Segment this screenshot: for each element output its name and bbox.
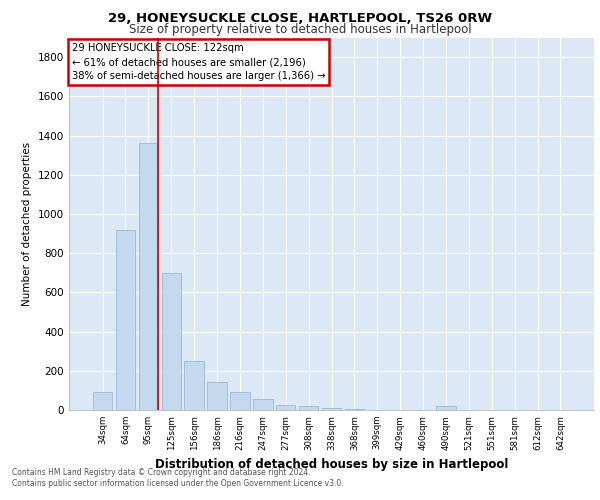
Bar <box>436 406 455 410</box>
Text: 29, HONEYSUCKLE CLOSE, HARTLEPOOL, TS26 0RW: 29, HONEYSUCKLE CLOSE, HARTLEPOOL, TS26 … <box>108 12 492 26</box>
Y-axis label: Number of detached properties: Number of detached properties <box>22 142 32 306</box>
Text: 29 HONEYSUCKLE CLOSE: 122sqm
← 61% of detached houses are smaller (2,196)
38% of: 29 HONEYSUCKLE CLOSE: 122sqm ← 61% of de… <box>71 43 325 81</box>
Bar <box>161 273 181 410</box>
Bar <box>276 405 295 410</box>
Bar <box>208 382 227 410</box>
Bar <box>139 144 158 410</box>
Bar <box>322 408 341 410</box>
Bar <box>253 399 272 410</box>
Bar <box>344 409 364 410</box>
X-axis label: Distribution of detached houses by size in Hartlepool: Distribution of detached houses by size … <box>155 458 508 471</box>
Bar <box>184 361 204 410</box>
Text: Contains HM Land Registry data © Crown copyright and database right 2024.
Contai: Contains HM Land Registry data © Crown c… <box>12 468 344 487</box>
Bar <box>116 230 135 410</box>
Bar <box>93 392 112 410</box>
Bar <box>299 406 319 410</box>
Bar <box>230 392 250 410</box>
Text: Size of property relative to detached houses in Hartlepool: Size of property relative to detached ho… <box>128 22 472 36</box>
